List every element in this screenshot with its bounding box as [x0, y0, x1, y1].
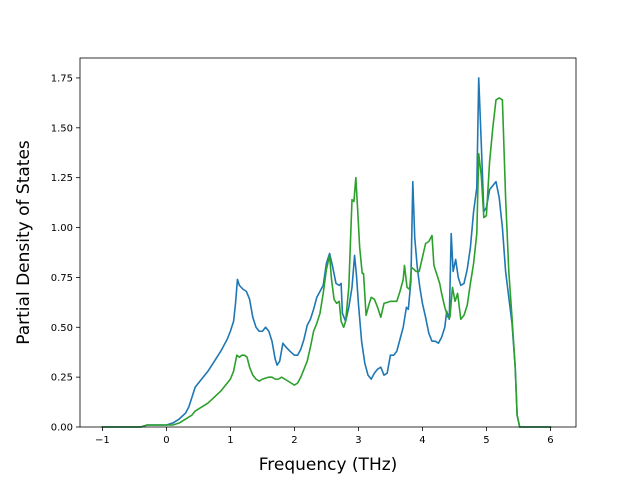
- x-axis: −1 0 1 2 3 4 5 6: [95, 427, 554, 446]
- y-tick-label: 1.25: [51, 173, 73, 184]
- x-tick-label: 3: [355, 435, 361, 446]
- series-line-0: [101, 77, 552, 428]
- x-axis-label: Frequency (THz): [259, 455, 398, 475]
- x-tick-label: 1: [227, 435, 233, 446]
- plot-frame: [79, 57, 577, 428]
- x-tick-label: 4: [419, 435, 425, 446]
- x-tick-label: 6: [547, 435, 553, 446]
- series-line-1: [101, 97, 552, 428]
- x-tick-label: 5: [483, 435, 489, 446]
- y-tick-label: 1.50: [51, 123, 73, 134]
- y-tick-label: 0.50: [51, 323, 73, 334]
- y-axis-label: Partial Density of States: [14, 140, 34, 345]
- y-tick-label: 1.75: [51, 73, 73, 84]
- y-tick-label: 0.75: [51, 273, 73, 284]
- y-axis: 0.00 0.25 0.50 0.75 1.00 1.25 1.50 1.75: [51, 73, 80, 434]
- x-tick-label: −1: [95, 435, 110, 446]
- y-tick-label: 0.00: [51, 423, 73, 434]
- x-tick-label: 0: [163, 435, 169, 446]
- series-layer: [101, 77, 552, 428]
- y-tick-label: 0.25: [51, 373, 73, 384]
- x-tick-label: 2: [291, 435, 297, 446]
- y-tick-label: 1.00: [51, 223, 73, 234]
